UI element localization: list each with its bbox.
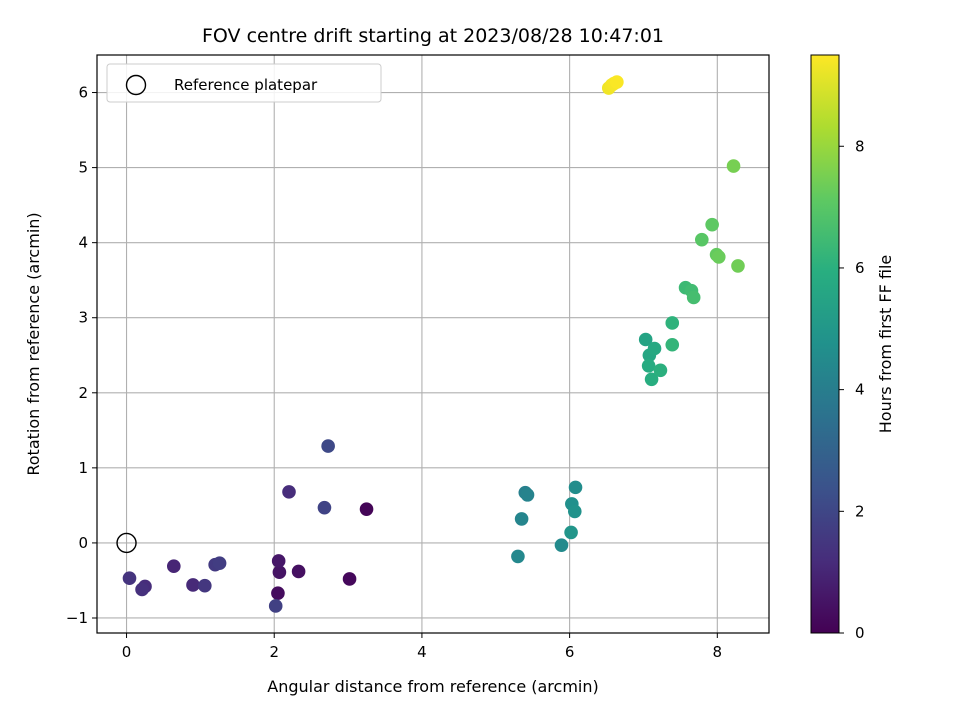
scatter-point <box>653 363 668 378</box>
scatter-point <box>726 159 741 173</box>
scatter-point <box>520 488 535 502</box>
colorbar-tick-label: 8 <box>855 137 865 155</box>
scatter-point <box>568 480 583 495</box>
scatter-point <box>665 316 680 330</box>
y-tick-label: 2 <box>78 384 88 402</box>
scatter-point <box>644 372 659 387</box>
y-tick-label: 6 <box>78 84 88 102</box>
scatter-point <box>198 578 212 593</box>
scatter-points <box>122 75 745 613</box>
x-tick-label: 2 <box>269 643 279 661</box>
y-tick-label: 4 <box>78 234 88 252</box>
scatter-point <box>686 290 701 305</box>
legend: Reference platepar <box>106 63 382 103</box>
scatter-point <box>321 439 335 453</box>
scatter-point <box>291 564 306 579</box>
scatter-point <box>647 341 662 356</box>
y-tick-label: 1 <box>78 459 88 477</box>
scatter-point <box>135 582 149 597</box>
colorbar-tick-label: 4 <box>855 381 865 399</box>
colorbar-label: Hours from first FF file <box>876 255 895 434</box>
scatter-point <box>638 332 653 347</box>
colorbar-gradient <box>811 55 839 633</box>
y-axis-label: Rotation from reference (arcmin) <box>24 212 43 475</box>
scatter-point <box>711 250 726 264</box>
legend-entry-label: Reference platepar <box>174 76 318 94</box>
scatter-point <box>272 565 287 579</box>
scatter-point <box>271 554 286 568</box>
scatter-point <box>665 337 680 352</box>
colorbar-tick-label: 2 <box>855 502 865 520</box>
scatter-point <box>359 502 374 516</box>
scatter-point <box>167 559 181 573</box>
scatter-point <box>186 578 200 592</box>
scatter-point <box>122 571 137 586</box>
colorbar-frame <box>810 54 840 634</box>
y-axis-ticks: −1 0 1 2 3 4 5 6 <box>66 84 97 627</box>
colorbar-tick-label: 6 <box>855 259 865 277</box>
scatter-point <box>514 512 529 526</box>
scatter-point <box>695 232 709 247</box>
scatter-point <box>212 556 227 570</box>
scatter-point <box>554 538 569 552</box>
grid-lines <box>97 55 769 633</box>
colorbar: 0 2 4 6 8 Hours from first FF file <box>810 54 895 642</box>
y-tick-label: 0 <box>78 534 88 552</box>
scatter-point <box>282 485 296 499</box>
scatter-point <box>271 586 285 601</box>
x-tick-label: 4 <box>417 643 427 661</box>
scatter-point <box>731 259 745 273</box>
scatter-point <box>641 358 656 373</box>
axes-frame <box>96 54 770 634</box>
y-tick-label: −1 <box>66 609 88 627</box>
legend-box <box>106 63 382 103</box>
x-tick-label: 8 <box>713 643 723 661</box>
reference-point-marker <box>116 532 137 554</box>
x-axis-label: Angular distance from reference (arcmin) <box>267 677 598 696</box>
scatter-point <box>317 500 332 515</box>
colorbar-tick-label: 0 <box>855 624 865 642</box>
x-tick-label: 6 <box>565 643 575 661</box>
y-tick-label: 3 <box>78 309 88 327</box>
scatter-point <box>342 572 357 586</box>
colorbar-ticks: 0 2 4 6 8 <box>839 137 865 642</box>
scatter-point <box>610 75 624 89</box>
x-axis-ticks: 0 2 4 6 8 <box>122 633 722 661</box>
legend-reference-marker <box>125 74 147 96</box>
reference-marker-layer <box>116 532 137 554</box>
scatter-point <box>511 549 525 564</box>
scatter-point <box>567 504 582 519</box>
x-tick-label: 0 <box>122 643 132 661</box>
scatter-point <box>268 599 283 613</box>
chart-title: FOV centre drift starting at 2023/08/28 … <box>202 25 664 47</box>
y-tick-label: 5 <box>78 159 88 177</box>
scatter-point <box>564 525 578 540</box>
scatter-point <box>705 217 719 232</box>
